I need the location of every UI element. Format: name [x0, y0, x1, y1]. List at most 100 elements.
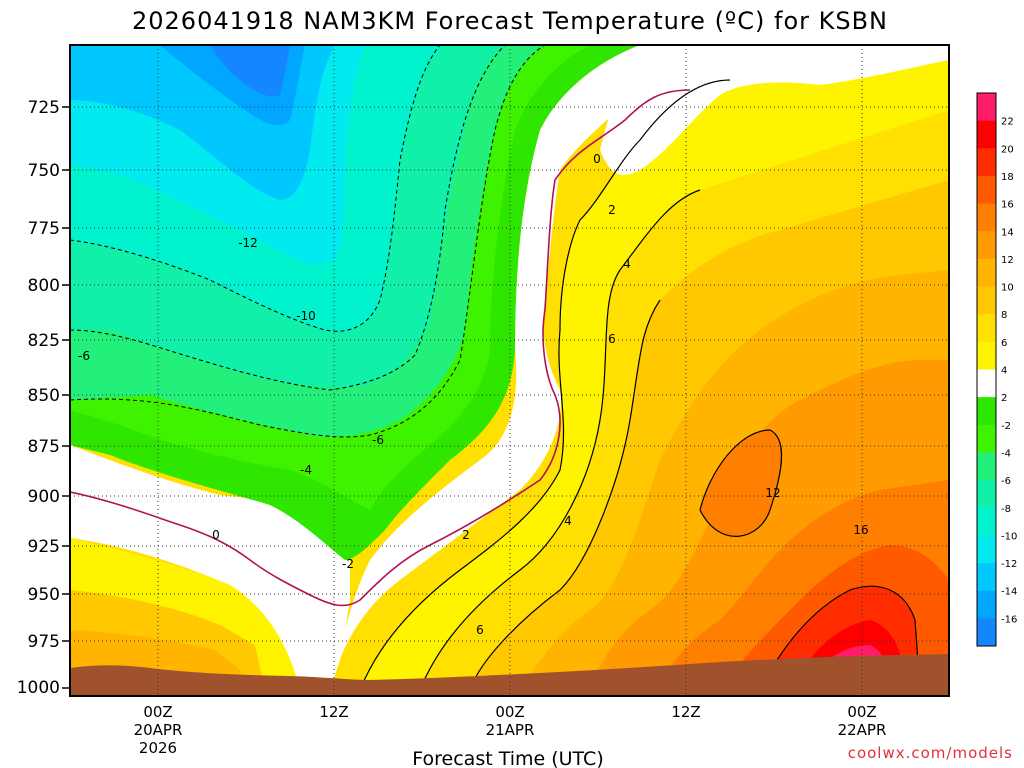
colorbar-tick-label: 20 — [1001, 144, 1014, 155]
colorbar-tick-label: -10 — [1001, 531, 1017, 542]
colorbar-swatch — [977, 507, 996, 536]
contour-label: -10 — [296, 309, 316, 323]
contour-label: 2 — [462, 528, 470, 542]
y-tick-label: 925 — [28, 537, 60, 557]
x-tick-label: 2026 — [139, 739, 177, 757]
contour-neg6 — [70, 45, 546, 438]
colorbar-tick-label: 22 — [1001, 117, 1014, 128]
contour-label: 6 — [476, 623, 484, 637]
colorbar-swatch — [977, 258, 996, 288]
colorbar-tick-label: 4 — [1001, 366, 1007, 377]
contour-label: -2 — [342, 557, 354, 571]
colorbar-swatch — [977, 286, 996, 315]
fill-0to2-mid — [330, 45, 760, 690]
contour-label: 16 — [853, 523, 868, 537]
colorbar-frame — [976, 92, 997, 647]
plot-frame — [69, 44, 950, 697]
x-tick-label: 12Z — [319, 703, 348, 721]
x-axis-label: Forecast Time (UTC) — [412, 748, 603, 768]
contour-label: 6 — [608, 332, 616, 346]
x-tick-label: 00Z — [495, 703, 524, 721]
colorbar-swatch — [977, 231, 996, 260]
chart-title: 2026041918 NAM3KM Forecast Temperature (… — [132, 7, 888, 35]
y-tick-label: 800 — [28, 276, 60, 296]
colorbar-swatch — [977, 175, 996, 205]
contour-6-mid — [469, 299, 661, 691]
colorbar-tick-label: -14 — [1001, 587, 1017, 598]
y-tick-label: 975 — [28, 632, 60, 652]
y-axis: 725 750 775 800 825 850 875 900 925 950 … — [17, 98, 70, 698]
y-tick-label: 725 — [28, 98, 60, 118]
colorbar-swatch — [977, 148, 996, 177]
contour-label-group: 0 2 4 6 -12 -10 -6 -6 -4 -2 0 2 4 6 12 1… — [78, 152, 869, 637]
colorbar-swatch — [977, 93, 996, 122]
colorbar-swatch — [977, 424, 996, 453]
x-axis: 00Z 20APR 2026 12Z 00Z 21APR 12Z 00Z 22A… — [134, 703, 887, 757]
credit-text: coolwx.com/models — [848, 744, 1013, 762]
colorbar-swatch — [977, 480, 996, 509]
contour-label: 4 — [623, 257, 631, 271]
colorbar-tick-label: 8 — [1001, 310, 1007, 321]
contour-lines — [70, 45, 921, 691]
x-tick-label: 21APR — [486, 721, 535, 739]
contour-label: 0 — [212, 528, 220, 542]
contour-0-left — [70, 89, 691, 607]
contour-4-mid — [419, 189, 701, 691]
x-tick-label: 12Z — [671, 703, 700, 721]
colorbar-tick-label: 6 — [1001, 338, 1007, 349]
colorbar-tick-label: -4 — [1001, 448, 1011, 459]
colorbar-tick-label: 18 — [1001, 172, 1014, 183]
y-tick-label: 850 — [28, 386, 60, 406]
colorbar-tick-label: 16 — [1001, 200, 1014, 211]
x-tick-label: 00Z — [143, 703, 172, 721]
contour-2-mid — [359, 79, 731, 691]
temperature-field — [70, 45, 949, 696]
colorbar-tick-label: 12 — [1001, 255, 1014, 266]
colorbar-tick-label: 10 — [1001, 283, 1014, 294]
contour-label: -6 — [372, 433, 384, 447]
y-tick-marks — [62, 106, 70, 689]
y-tick-label: 950 — [28, 585, 60, 605]
colorbar-swatch — [977, 341, 996, 370]
colorbar-tick-label: 2 — [1001, 393, 1007, 404]
colorbar-swatch — [977, 120, 996, 149]
contour-label: -6 — [78, 349, 90, 363]
contour-label: 4 — [564, 514, 572, 528]
colorbar-swatch — [977, 369, 996, 398]
y-tick-label: 1000 — [17, 678, 60, 698]
y-tick-label: 825 — [28, 331, 60, 351]
contour-16 — [759, 585, 921, 691]
contour-neg10 — [70, 45, 506, 391]
x-tick-label: 22APR — [838, 721, 887, 739]
colorbar: 22 20 18 16 14 12 10 8 6 4 2 -2 -4 -6 -8 -10 -12 -14 -16 — [976, 92, 1017, 647]
colorbar-swatch — [977, 397, 996, 426]
contour-label: 12 — [765, 486, 780, 500]
fill-minus16-core — [210, 45, 290, 97]
x-tick-label: 00Z — [847, 703, 876, 721]
y-tick-label: 750 — [28, 161, 60, 181]
colorbar-tick-label: -6 — [1001, 476, 1011, 487]
x-tick-label: 20APR — [134, 721, 183, 739]
colorbar-tick-label: -16 — [1001, 614, 1017, 625]
y-tick-label: 900 — [28, 487, 60, 507]
contour-neg12 — [70, 45, 441, 332]
y-tick-label: 875 — [28, 437, 60, 457]
colorbar-tick-label: 14 — [1001, 227, 1014, 238]
colorbar-swatch — [977, 618, 996, 647]
contour-label: 0 — [593, 152, 601, 166]
colorbar-tick-label: -2 — [1001, 421, 1011, 432]
colorbar-swatch — [977, 452, 996, 481]
contour-label: -4 — [300, 463, 312, 477]
contour-label: 2 — [608, 203, 616, 217]
terrain-ground — [70, 654, 949, 696]
colorbar-swatch — [977, 535, 996, 564]
colorbar-swatch — [977, 314, 996, 343]
y-tick-label: 775 — [28, 219, 60, 239]
colorbar-tick-label: -12 — [1001, 559, 1017, 570]
colorbar-swatch — [977, 590, 996, 619]
colorbar-swatch — [977, 563, 996, 592]
contour-12-blob — [699, 429, 783, 537]
contour-label: -12 — [238, 236, 258, 250]
colorbar-tick-label: -8 — [1001, 504, 1011, 515]
